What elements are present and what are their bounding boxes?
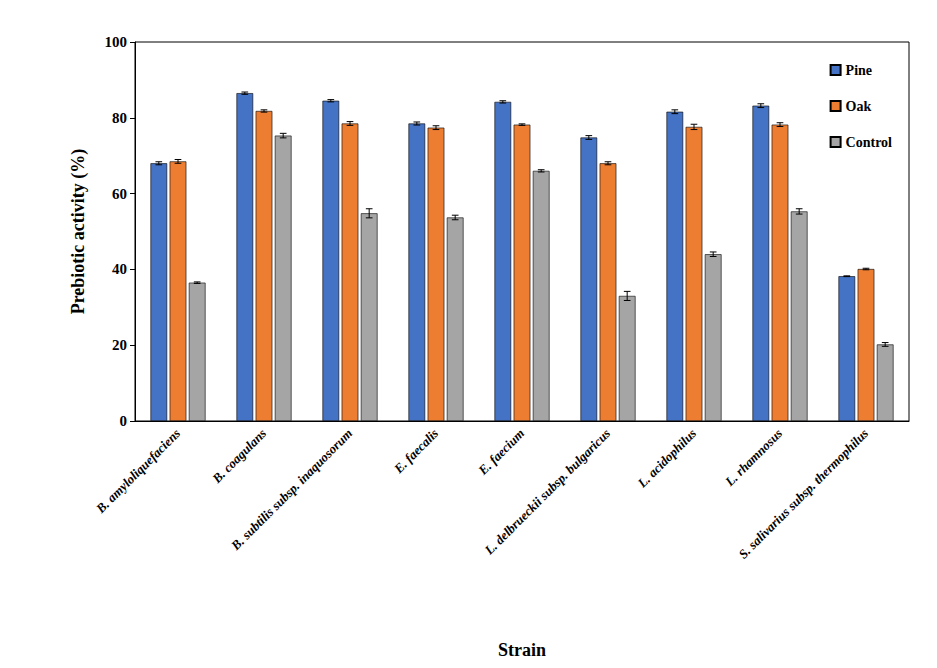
svg-text:40: 40 bbox=[112, 261, 127, 277]
svg-text:Oak: Oak bbox=[846, 99, 872, 114]
svg-text:E. faecium: E. faecium bbox=[475, 426, 528, 479]
svg-text:20: 20 bbox=[112, 337, 127, 353]
svg-text:S. salivarius subsp. thermophi: S. salivarius subsp. thermophilus bbox=[735, 426, 871, 562]
svg-text:L. rhamnosus: L. rhamnosus bbox=[721, 426, 785, 490]
svg-text:60: 60 bbox=[112, 186, 127, 202]
svg-text:B. subtilis subsp. inaquosorum: B. subtilis subsp. inaquosorum bbox=[227, 426, 355, 554]
svg-text:Strain: Strain bbox=[498, 640, 546, 660]
svg-text:Prebiotic activity (%): Prebiotic activity (%) bbox=[68, 149, 89, 315]
svg-text:0: 0 bbox=[120, 413, 128, 429]
svg-text:L. acidophilus: L. acidophilus bbox=[634, 426, 699, 491]
svg-text:100: 100 bbox=[105, 34, 128, 50]
svg-text:Control: Control bbox=[846, 135, 893, 150]
svg-text:L. delbrueckii subsp. bulgaric: L. delbrueckii subsp. bulgaricus bbox=[481, 426, 613, 558]
svg-text:B. amyloliquefaciens: B. amyloliquefaciens bbox=[92, 426, 183, 517]
svg-text:E. faecalis: E. faecalis bbox=[390, 426, 441, 477]
svg-text:80: 80 bbox=[112, 110, 127, 126]
svg-text:Pine: Pine bbox=[846, 63, 872, 78]
svg-text:B. coagulans: B. coagulans bbox=[208, 426, 269, 487]
